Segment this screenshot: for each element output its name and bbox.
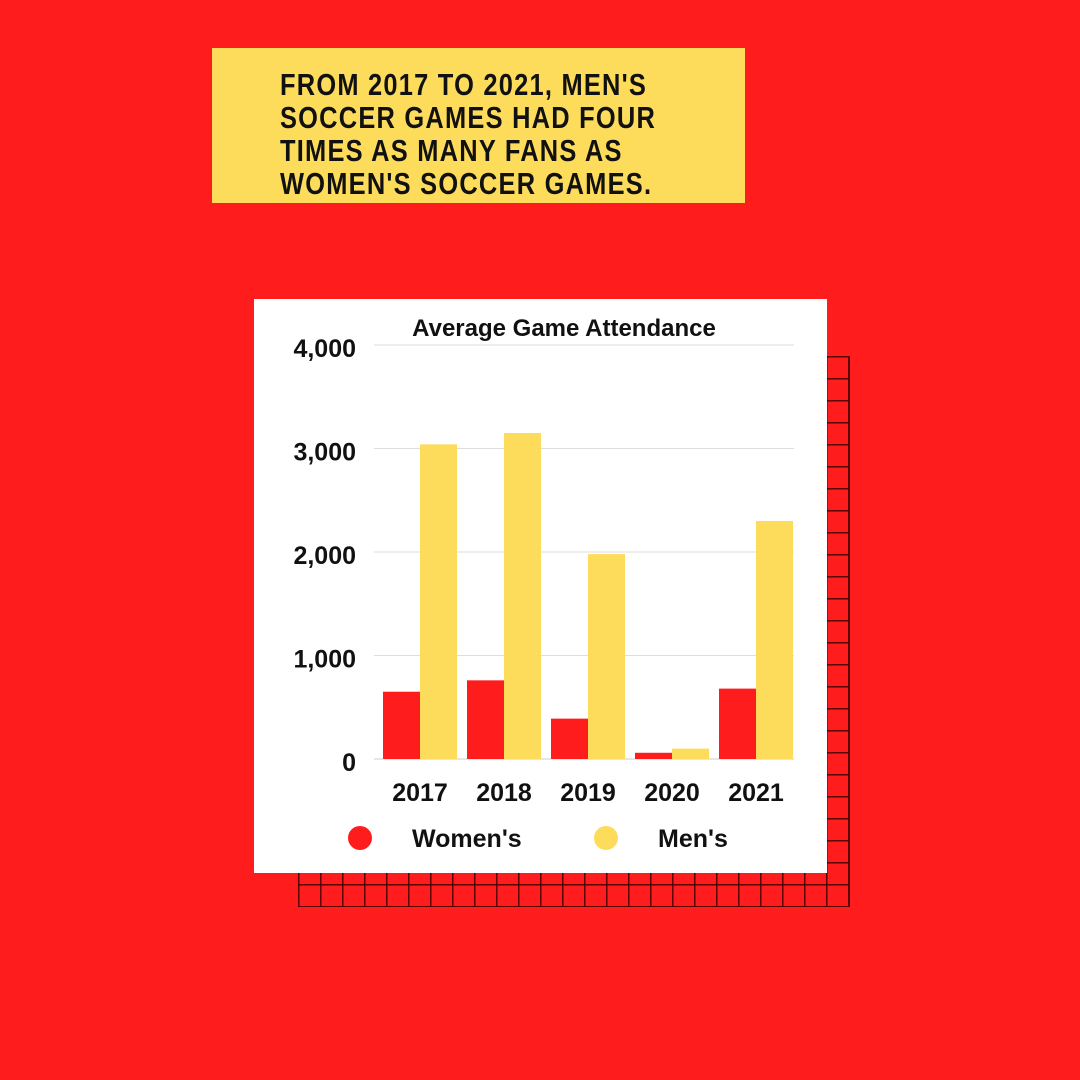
x-tick-label: 2020 <box>644 779 700 807</box>
bar-womens-2021 <box>719 688 756 759</box>
bar-mens-2018 <box>504 432 541 759</box>
legend-swatch-womens <box>348 826 372 850</box>
x-tick-label: 2018 <box>476 779 532 807</box>
y-tick-label: 2,000 <box>293 542 356 570</box>
chart-title: Average Game Attendance <box>412 315 716 342</box>
y-tick-label: 4,000 <box>293 335 356 363</box>
headline-line-1: FROM 2017 TO 2021, MEN'S <box>280 67 648 102</box>
headline-box: FROM 2017 TO 2021, MEN'S SOCCER GAMES HA… <box>212 48 745 203</box>
bar-mens-2017 <box>420 444 457 759</box>
bars <box>383 432 793 759</box>
bar-mens-2020 <box>672 748 709 759</box>
y-axis-ticks: 0 1,000 2,000 3,000 4,000 <box>293 335 356 777</box>
bar-mens-2019 <box>588 554 625 759</box>
x-axis-ticks: 2017 2018 2019 2020 2021 <box>392 779 784 807</box>
legend-label-womens: Women's <box>412 825 522 853</box>
chart-card: Average Game Attendance 0 1,000 2,000 3,000… <box>254 299 827 873</box>
headline-line-3: TIMES AS MANY FANS AS <box>280 133 623 168</box>
bar-womens-2020 <box>635 752 672 759</box>
bar-chart: Average Game Attendance 0 1,000 2,000 3,000… <box>293 315 794 853</box>
x-tick-label: 2019 <box>560 779 616 807</box>
bar-womens-2018 <box>467 680 504 759</box>
y-tick-label: 1,000 <box>293 646 356 674</box>
bar-mens-2021 <box>756 520 793 759</box>
y-tick-label: 3,000 <box>293 439 356 467</box>
bar-womens-2017 <box>383 691 420 759</box>
x-tick-label: 2017 <box>392 779 448 807</box>
legend-swatch-mens <box>594 826 618 850</box>
legend-label-mens: Men's <box>658 825 728 853</box>
legend: Women's Men's <box>348 825 728 853</box>
y-tick-label: 0 <box>342 749 356 777</box>
headline-line-2: SOCCER GAMES HAD FOUR <box>280 100 657 135</box>
bar-womens-2019 <box>551 718 588 759</box>
headline-line-4: WOMEN'S SOCCER GAMES. <box>280 166 653 201</box>
x-tick-label: 2021 <box>728 779 784 807</box>
